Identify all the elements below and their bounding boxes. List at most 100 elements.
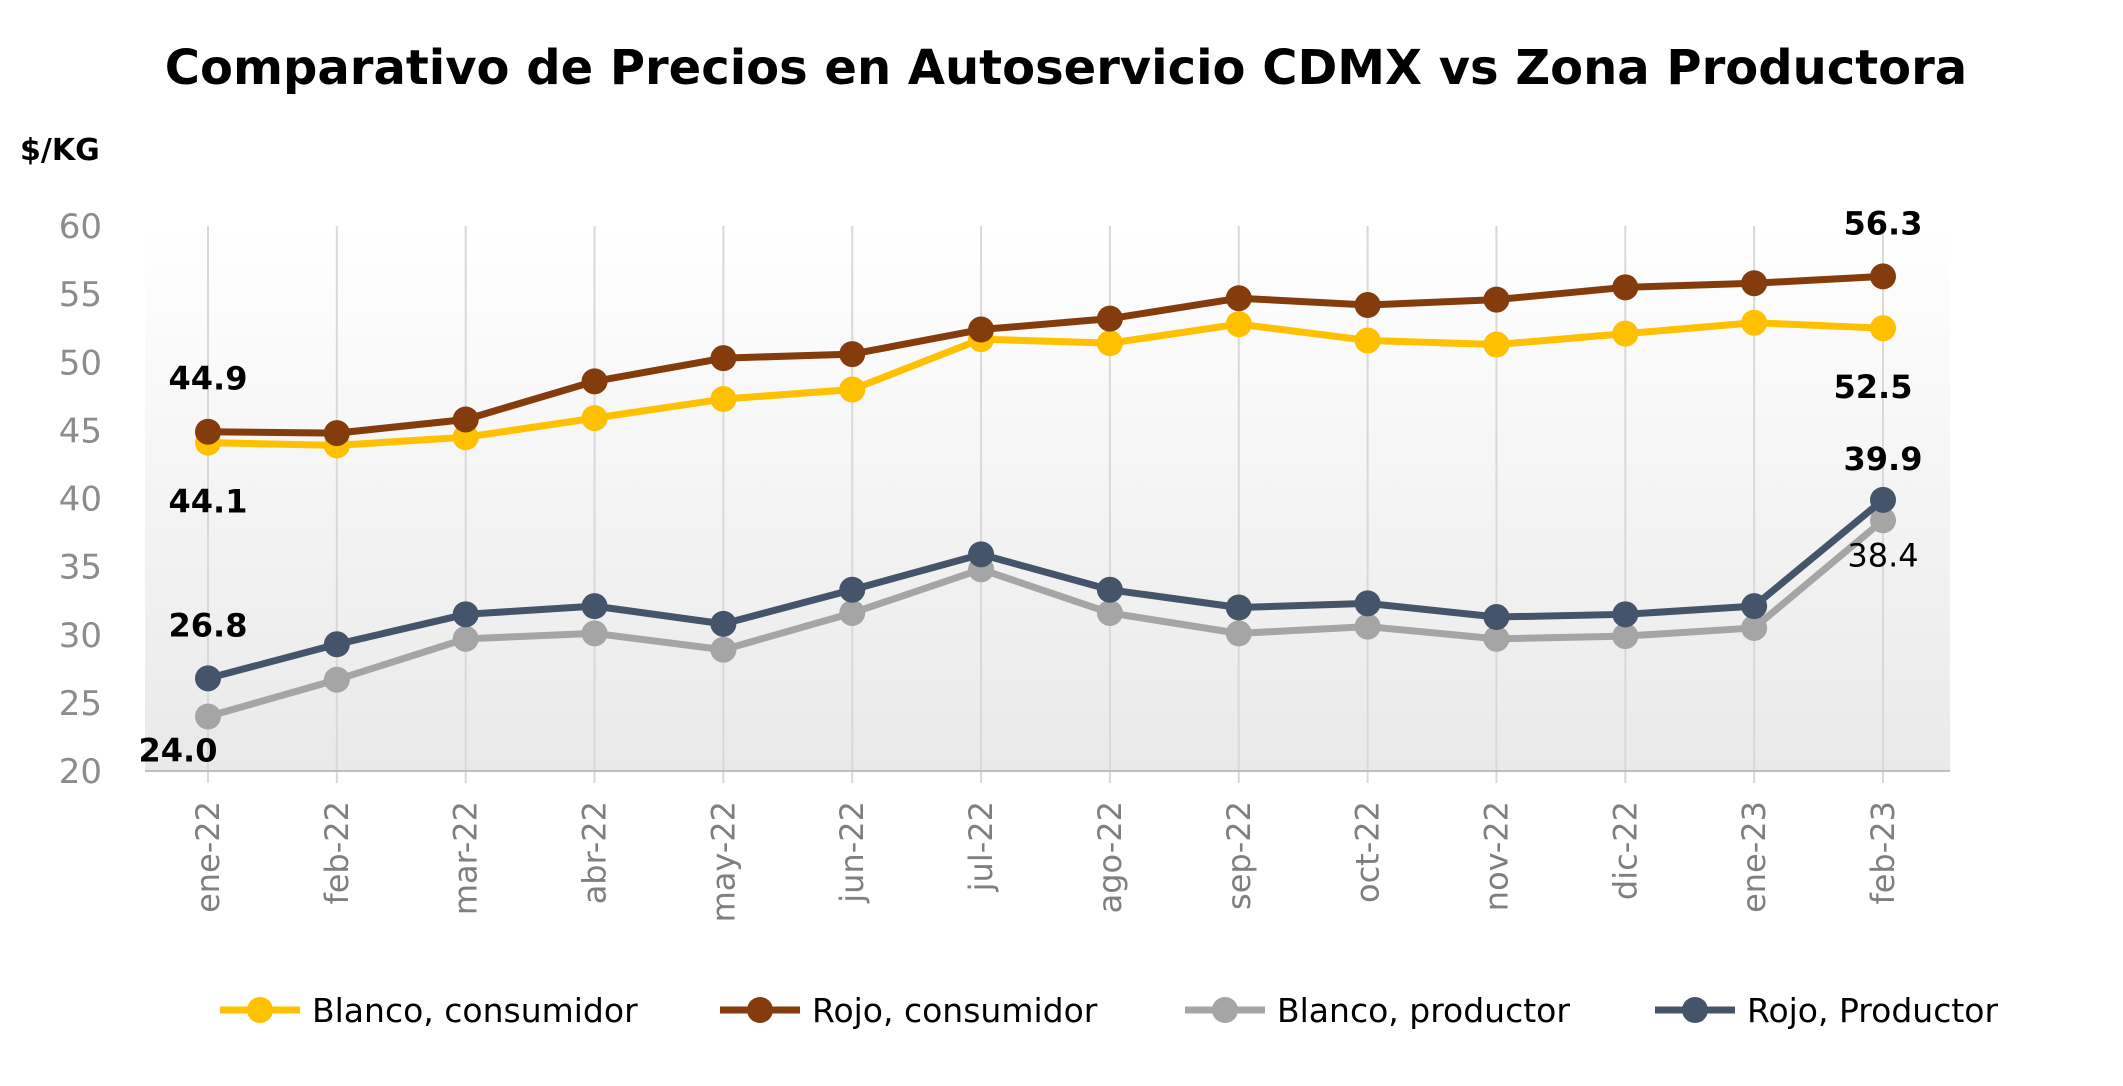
data-point [195,665,221,692]
legend-item: Rojo, consumidor [720,991,1098,1030]
series-2 [195,507,1896,730]
x-axis: ene-22 feb-22 mar-22 abr-22 may-22 jun-22 jul-… [189,801,1902,922]
x-tick-label: nov-22 [1477,801,1515,911]
data-point [1741,270,1768,297]
data-point [1354,327,1381,354]
legend-swatch-marker [1682,997,1708,1023]
x-tick-label: jun-22 [833,801,871,904]
data-point [1354,590,1381,617]
data-point [1612,320,1639,347]
data-point [1096,330,1123,357]
data-point [1870,507,1896,534]
data-label: 44.9 [169,360,248,398]
data-point [452,601,479,628]
data-point [1225,285,1252,312]
legend-label: Rojo, consumidor [812,991,1098,1030]
data-point [581,405,608,432]
x-tick-label: feb-22 [318,801,356,905]
x-tick-label: abr-22 [576,801,614,904]
y-tick-label: 35 [59,548,102,588]
y-tick-label: 40 [59,480,102,520]
legend: Blanco, consumidor Rojo, consumidor Blanco… [220,991,1998,1030]
y-tick-label: 25 [59,684,102,724]
y-tick-label: 50 [59,343,102,383]
data-point [323,666,350,693]
y-tick-label: 30 [59,616,102,656]
data-point [1870,263,1896,290]
data-point [1225,620,1252,647]
data-label: 56.3 [1844,204,1923,242]
x-tick-label: ene-23 [1735,801,1773,913]
y-tick-label: 20 [59,752,102,792]
data-point [195,418,221,445]
data-label: 52.5 [1834,368,1913,406]
data-point [323,631,350,658]
data-label: 39.9 [1844,440,1923,478]
x-tick-label: oct-22 [1349,801,1387,903]
data-label: 44.1 [169,483,248,521]
data-label: 24.0 [139,732,218,770]
data-point [968,541,995,568]
data-labels: 44.9 44.1 26.8 24.0 56.3 52.5 39.9 38.4 [139,204,1923,769]
data-point [1741,309,1768,336]
data-point [1870,315,1896,342]
x-tick-label: jul-22 [962,801,1000,892]
data-point [839,376,866,403]
data-point [1354,613,1381,640]
data-point [1354,292,1381,319]
data-point [1483,625,1510,652]
data-point [1483,331,1510,358]
series-lines [195,263,1896,730]
data-point [1870,486,1896,513]
data-point [1225,311,1252,338]
data-point [839,576,866,603]
series-line [204,319,1887,449]
data-point [1741,593,1768,620]
y-tick-label: 55 [59,275,102,315]
data-point [710,386,737,413]
legend-swatch-marker [247,997,273,1023]
x-tick-label: feb-23 [1864,801,1902,905]
series-0 [195,309,1896,459]
y-tick-label: 45 [59,411,102,451]
data-label: 38.4 [1847,536,1918,574]
legend-label: Blanco, consumidor [312,991,638,1030]
plot-area [145,226,1950,772]
legend-item: Rojo, Productor [1655,991,1998,1030]
data-point [1483,604,1510,631]
data-point [581,620,608,647]
legend-swatch-marker [747,997,773,1023]
data-point [1612,623,1639,650]
data-point [1483,286,1510,313]
data-point [710,610,737,637]
data-point [839,341,866,368]
x-tick-label: ene-22 [189,801,227,913]
x-tick-label: dic-22 [1606,801,1644,900]
data-point [1741,614,1768,641]
data-point [710,636,737,663]
series-line [204,516,1887,720]
x-tick-label: ago-22 [1091,801,1129,913]
data-point [452,406,479,433]
legend-item: Blanco, productor [1185,991,1570,1030]
data-point [581,593,608,620]
data-point [1612,274,1639,301]
series-1 [195,263,1896,447]
data-point [1612,601,1639,628]
data-point [323,420,350,447]
data-label: 26.8 [169,606,248,644]
y-axis-unit-label: $/KG [20,133,100,168]
x-tick-label: mar-22 [447,801,485,915]
data-point [195,703,221,730]
series-line [204,496,1887,682]
x-tick-label: sep-22 [1220,801,1258,910]
y-axis: 20 25 30 35 40 45 50 55 60 [59,207,102,792]
data-point [968,316,995,343]
legend-item: Blanco, consumidor [220,991,638,1030]
chart-title: Comparativo de Precios en Autoservicio C… [165,40,1967,96]
legend-label: Blanco, productor [1277,991,1570,1030]
data-point [839,599,866,626]
series-3 [195,486,1896,692]
data-point [1225,594,1252,621]
